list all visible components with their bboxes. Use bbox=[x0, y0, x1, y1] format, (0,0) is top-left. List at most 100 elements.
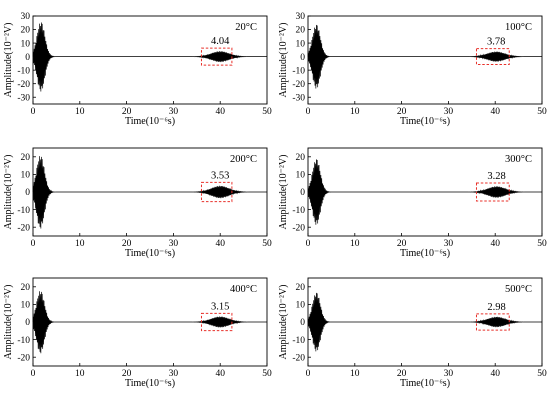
x-axis-label: Time(10⁻⁶s) bbox=[125, 378, 175, 389]
x-tick-label: 50 bbox=[262, 239, 272, 249]
highlight-box bbox=[475, 182, 510, 202]
x-axis-label: Time(10⁻⁶s) bbox=[400, 378, 450, 389]
y-tick-label: -20 bbox=[17, 223, 30, 233]
y-tick-label: -10 bbox=[17, 66, 30, 76]
y-tick-label: -20 bbox=[17, 353, 30, 363]
temperature-label: 200°C bbox=[230, 154, 257, 165]
y-tick-label: 20 bbox=[21, 26, 31, 36]
y-tick-label: -10 bbox=[17, 206, 30, 216]
x-tick-label: 30 bbox=[444, 369, 454, 379]
peak-amplitude-label: 3.78 bbox=[487, 37, 505, 48]
x-tick-label: 20 bbox=[397, 369, 407, 379]
x-tick-label: 20 bbox=[397, 239, 407, 249]
x-tick-label: 10 bbox=[350, 239, 360, 249]
y-tick-label: 10 bbox=[296, 171, 306, 181]
signal-waveform bbox=[307, 159, 542, 225]
y-tick-label: -30 bbox=[17, 93, 30, 103]
x-tick-label: 50 bbox=[262, 369, 272, 379]
x-tick-label: 10 bbox=[350, 369, 360, 379]
x-tick-label: 50 bbox=[537, 239, 547, 249]
y-tick-label: -30 bbox=[292, 93, 305, 103]
x-tick-label: 40 bbox=[490, 369, 500, 379]
y-tick-label: 20 bbox=[21, 153, 31, 163]
y-tick-label: 0 bbox=[25, 188, 30, 198]
y-tick-label: -20 bbox=[17, 80, 30, 90]
highlight-box bbox=[200, 181, 233, 203]
x-tick-label: 30 bbox=[169, 369, 179, 379]
y-axis-label: Amplitude(10⁻²V) bbox=[3, 285, 14, 360]
highlight-box bbox=[200, 47, 233, 66]
signal-waveform bbox=[32, 22, 267, 92]
x-tick-label: 0 bbox=[306, 239, 311, 249]
temperature-label: 300°C bbox=[505, 154, 532, 165]
x-tick-label: 50 bbox=[262, 107, 272, 117]
x-tick-label: 0 bbox=[306, 369, 311, 379]
y-tick-label: 0 bbox=[25, 318, 30, 328]
signal-waveform bbox=[307, 292, 542, 352]
chart-panel: 0 10 20 30 40 50-20-1001020Time(10⁻⁶s)Amplitu… bbox=[3, 277, 272, 389]
peak-amplitude-label: 3.28 bbox=[487, 171, 505, 182]
y-tick-label: 0 bbox=[25, 53, 30, 63]
x-axis-label: Time(10⁻⁶s) bbox=[400, 116, 450, 127]
y-axis-label: Amplitude(10⁻²V) bbox=[3, 155, 14, 230]
y-tick-label: 30 bbox=[296, 12, 306, 22]
y-tick-label: -20 bbox=[292, 353, 305, 363]
x-tick-label: 10 bbox=[75, 107, 85, 117]
y-tick-label: 10 bbox=[21, 39, 31, 49]
y-axis-label: Amplitude(10⁻²V) bbox=[3, 23, 14, 98]
highlight-box bbox=[200, 312, 233, 332]
x-tick-label: 30 bbox=[169, 107, 179, 117]
peak-amplitude-label: 3.53 bbox=[211, 170, 229, 181]
temperature-label: 500°C bbox=[505, 284, 532, 295]
x-axis-label: Time(10⁻⁶s) bbox=[125, 116, 175, 127]
x-tick-label: 10 bbox=[75, 369, 85, 379]
y-tick-label: 10 bbox=[21, 301, 31, 311]
y-tick-label: -10 bbox=[292, 66, 305, 76]
y-tick-label: -10 bbox=[17, 336, 30, 346]
x-tick-label: 20 bbox=[122, 369, 132, 379]
y-tick-label: 0 bbox=[300, 318, 305, 328]
x-tick-label: 50 bbox=[537, 107, 547, 117]
chart-panel: 0 10 20 30 40 50-20-1001020Time(10⁻⁶s)Amplitu… bbox=[278, 277, 547, 389]
x-tick-label: 20 bbox=[122, 107, 132, 117]
x-tick-label: 30 bbox=[169, 239, 179, 249]
signal-waveform bbox=[32, 156, 267, 229]
temperature-label: 20°C bbox=[235, 22, 257, 33]
x-tick-label: 30 bbox=[444, 239, 454, 249]
chart-panel: 0 10 20 30 40 50-30-20-100102030Time(10⁻⁶s)Am… bbox=[3, 12, 272, 127]
x-tick-label: 20 bbox=[397, 107, 407, 117]
x-tick-label: 10 bbox=[75, 239, 85, 249]
y-tick-label: -10 bbox=[292, 206, 305, 216]
x-tick-label: 40 bbox=[215, 369, 225, 379]
peak-amplitude-label: 4.04 bbox=[211, 36, 230, 47]
chart-panel: 0 10 20 30 40 50-20-1001020Time(10⁻⁶s)Amplitu… bbox=[3, 147, 272, 259]
x-tick-label: 0 bbox=[31, 107, 36, 117]
y-tick-label: -20 bbox=[292, 80, 305, 90]
y-tick-label: 0 bbox=[300, 188, 305, 198]
peak-amplitude-label: 3.15 bbox=[211, 301, 229, 312]
y-axis-label: Amplitude(10⁻²V) bbox=[278, 285, 289, 360]
temperature-label: 400°C bbox=[230, 284, 257, 295]
x-axis-label: Time(10⁻⁶s) bbox=[125, 248, 175, 259]
y-tick-label: 20 bbox=[21, 283, 31, 293]
x-tick-label: 40 bbox=[215, 107, 225, 117]
plot-frame bbox=[32, 15, 268, 105]
x-tick-label: 40 bbox=[490, 107, 500, 117]
y-tick-label: -10 bbox=[292, 336, 305, 346]
y-axis-label: Amplitude(10⁻²V) bbox=[278, 155, 289, 230]
x-tick-label: 0 bbox=[31, 239, 36, 249]
x-axis-label: Time(10⁻⁶s) bbox=[400, 248, 450, 259]
chart-panel: 0 10 20 30 40 50-30-20-100102030Time(10⁻⁶s)Am… bbox=[278, 12, 547, 127]
y-tick-label: 10 bbox=[21, 171, 31, 181]
y-tick-label: 20 bbox=[296, 153, 306, 163]
x-tick-label: 10 bbox=[350, 107, 360, 117]
x-tick-label: 30 bbox=[444, 107, 454, 117]
highlight-box bbox=[475, 48, 510, 66]
chart-panel: 0 10 20 30 40 50-20-1001020Time(10⁻⁶s)Amplitu… bbox=[278, 147, 547, 259]
plot-frame bbox=[307, 15, 543, 105]
x-tick-label: 40 bbox=[490, 239, 500, 249]
y-tick-label: 10 bbox=[296, 301, 306, 311]
y-tick-label: 0 bbox=[300, 53, 305, 63]
y-tick-label: 20 bbox=[296, 283, 306, 293]
